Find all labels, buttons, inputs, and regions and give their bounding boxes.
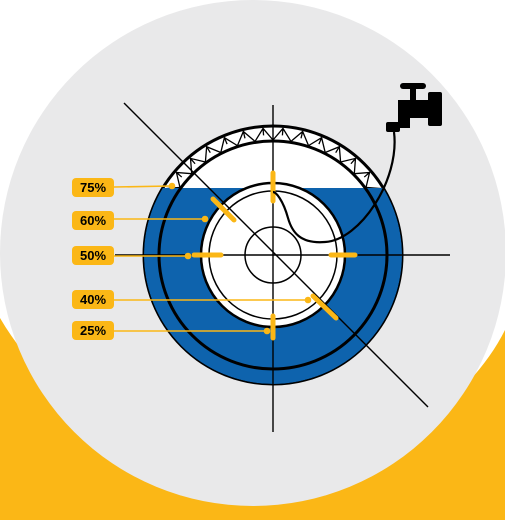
leader-lines xyxy=(113,182,312,335)
fill-label-75: 75% xyxy=(72,178,114,197)
tire-tread-block xyxy=(272,127,292,142)
tire-tread-block xyxy=(220,136,238,153)
water-faucet-icon xyxy=(386,83,442,132)
water-hose xyxy=(272,131,396,244)
tire-tread-block xyxy=(324,145,342,163)
axis-lines xyxy=(115,102,450,432)
fill-label-60: 60% xyxy=(72,211,114,230)
tire-tread-block xyxy=(189,157,206,174)
tire-tread-block xyxy=(354,171,371,188)
tire-tread-block xyxy=(340,157,357,174)
fill-label-40: 40% xyxy=(72,290,114,309)
tire-tread-block xyxy=(204,145,222,163)
fill-label-25: 25% xyxy=(72,321,114,340)
tire-tread-block xyxy=(308,136,326,153)
tire-tread-block xyxy=(175,171,192,188)
tire-tread-block xyxy=(290,130,310,146)
tire-tread-block xyxy=(254,127,274,142)
fill-label-50: 50% xyxy=(72,246,114,265)
tire-tread-block xyxy=(236,130,256,146)
valve-stem-icon xyxy=(191,170,358,341)
